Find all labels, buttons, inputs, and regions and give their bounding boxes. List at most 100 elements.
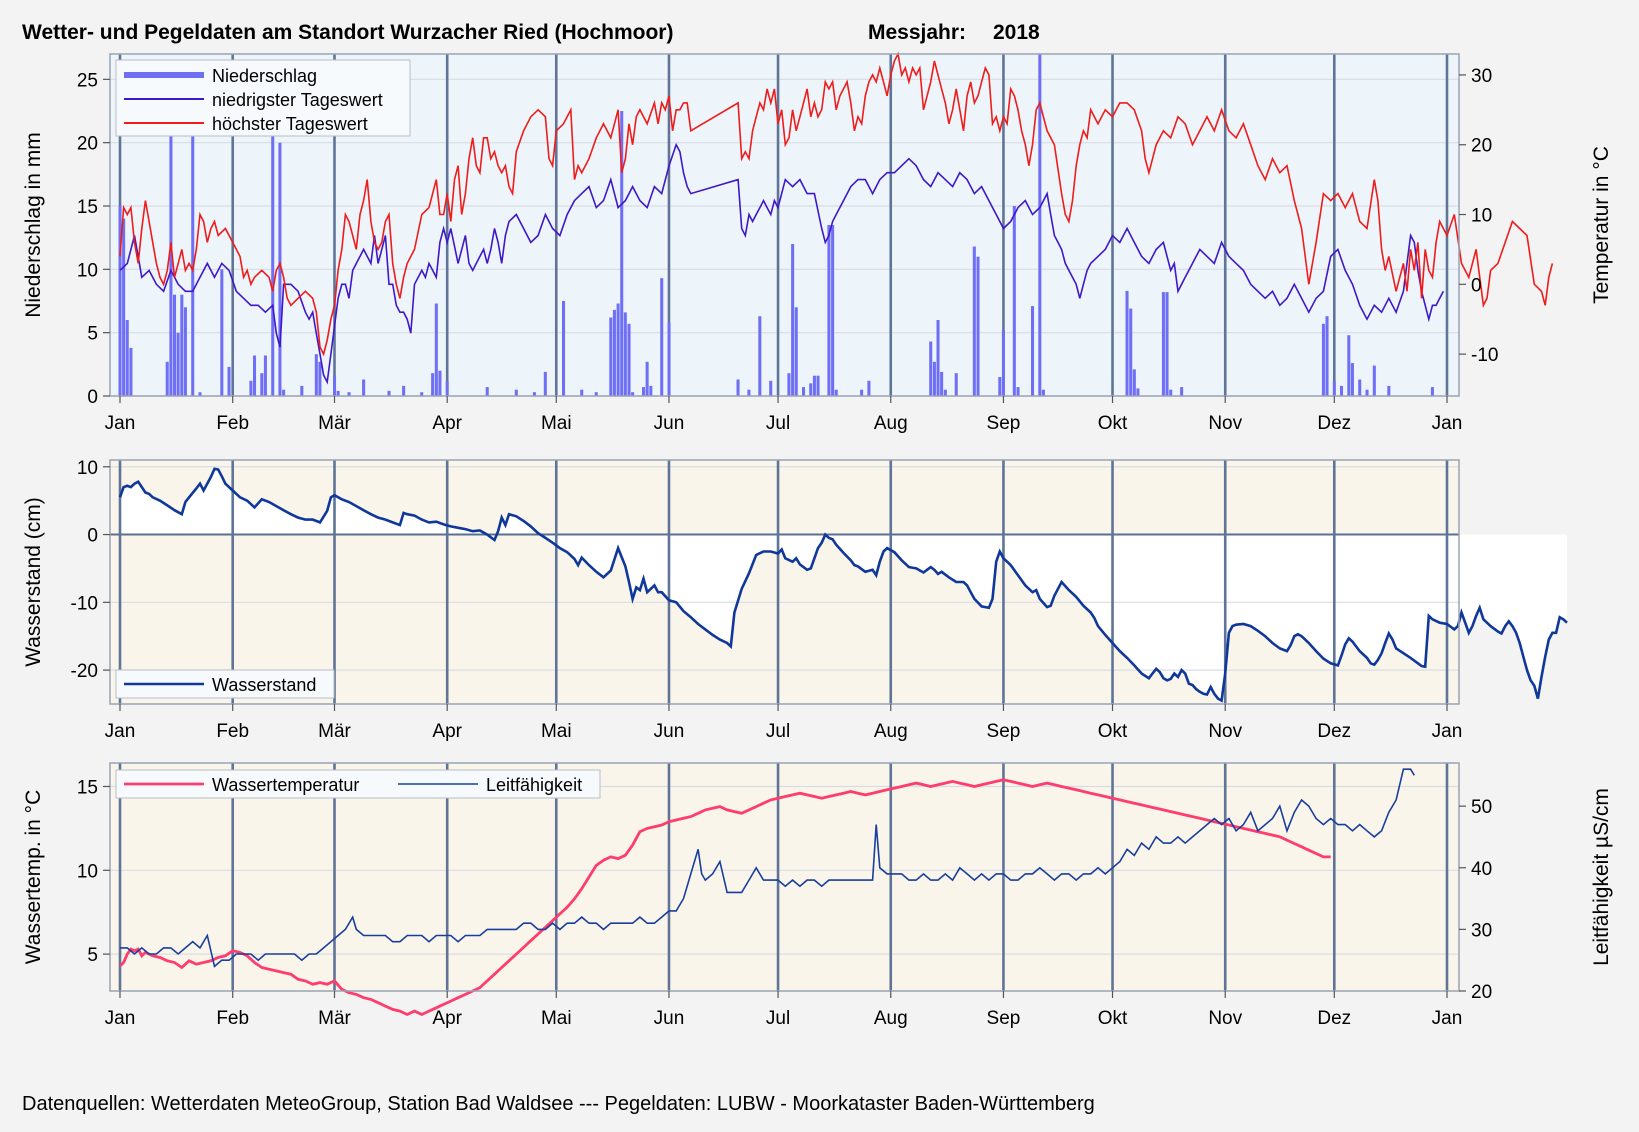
precip-bar (183, 307, 187, 396)
x-tick-label: Feb (216, 413, 249, 434)
precip-bar (176, 332, 180, 396)
water-temp-axis-ticks: 5 10 15 (77, 777, 110, 966)
precip-bar (300, 385, 304, 396)
x-tick-label: Sep (987, 1008, 1021, 1029)
x-tick-label: Mai (541, 721, 572, 742)
precip-bar (1041, 389, 1045, 396)
x-tick-label: Okt (1098, 413, 1128, 434)
x-tick-label: Sep (987, 413, 1021, 434)
y-tick-label: 5 (87, 324, 98, 345)
y-tick-label: 25 (77, 70, 98, 91)
precip-bar (118, 206, 122, 396)
water-legend: Wassertemperatur Leitfähigkeit (115, 769, 601, 799)
precip-bar (787, 373, 791, 396)
precip-bar (972, 246, 976, 396)
precip-bar (387, 390, 391, 396)
x-tick-label: Mär (318, 1008, 351, 1029)
precip-bar (620, 111, 624, 396)
legend-tmax-label: höchster Tageswert (212, 114, 368, 134)
precip-bar (1129, 308, 1133, 396)
x-tick-label: Apr (432, 1008, 462, 1029)
precip-bar (263, 355, 267, 396)
conductivity-axis-ticks: 20 30 40 50 (1459, 797, 1492, 1003)
x-tick-label: Jan (105, 721, 136, 742)
precip-bar (1031, 306, 1035, 396)
precip-bar (1332, 380, 1336, 396)
x-tick-label: Jan (1432, 721, 1463, 742)
x-tick-label: Jan (1432, 1008, 1463, 1029)
precip-bar (249, 380, 253, 396)
y2-tick-label: 40 (1471, 859, 1492, 880)
y-tick-label: 15 (77, 197, 98, 218)
legend-precip-label: Niederschlag (212, 66, 317, 86)
precip-bar (929, 341, 933, 396)
precip-bar (220, 269, 224, 396)
precip-bar (649, 385, 653, 396)
precip-bar (976, 256, 980, 396)
precip-bar (1321, 323, 1325, 396)
precip-bar (831, 225, 835, 396)
x-tick-label: Mär (318, 413, 351, 434)
precip-bar (514, 389, 518, 396)
y-tick-label: 5 (87, 945, 98, 966)
gauge-grid (110, 460, 1459, 704)
x-tick-label: Nov (1208, 721, 1242, 742)
x-tick-label: Aug (874, 413, 908, 434)
precip-bar (420, 392, 424, 396)
y-tick-label: 15 (77, 777, 98, 798)
precip-bar (794, 307, 798, 396)
precip-bar (1358, 379, 1362, 396)
tmax-series-line (119, 51, 1554, 357)
water-level-axis-label: Wasserstand (cm) (22, 497, 45, 667)
precip-bar (434, 303, 438, 396)
precip-bar (1012, 206, 1016, 396)
y-tick-label: 0 (87, 387, 98, 408)
precip-bar (809, 383, 813, 396)
precip-bar (1016, 387, 1020, 396)
precip-bar (253, 355, 257, 396)
y2-tick-label: 0 (1471, 275, 1482, 296)
precip-bar (940, 371, 944, 396)
precip-bar (642, 387, 646, 396)
weather-plot-frame (109, 53, 1460, 397)
precip-bar (1387, 385, 1391, 396)
water-x-axis: Jan Feb Mär Apr Mai Jun Jul Aug Sep Okt Nov Dez Jan (105, 991, 1463, 1029)
precip-bar (562, 301, 566, 396)
x-tick-label: Jun (654, 413, 685, 434)
x-tick-label: Nov (1208, 413, 1242, 434)
precip-bar (198, 392, 202, 396)
precip-bar (1365, 389, 1369, 396)
precip-bar (827, 225, 831, 396)
x-tick-label: Jul (766, 413, 790, 434)
temperature-axis-label: Temperatur in °C (1590, 146, 1613, 304)
precip-bar (173, 294, 177, 396)
precip-bar (580, 389, 584, 396)
y2-tick-label: 20 (1471, 136, 1492, 157)
x-tick-label: Feb (216, 1008, 249, 1029)
precip-bar (631, 392, 635, 396)
x-tick-label: Jun (654, 721, 685, 742)
precip-bar (758, 316, 762, 396)
x-tick-label: Nov (1208, 1008, 1242, 1029)
precip-bar (438, 370, 442, 396)
precip-bar (1340, 385, 1344, 396)
x-tick-label: Jan (105, 1008, 136, 1029)
precip-bar (1132, 369, 1136, 396)
precip-bar (812, 375, 816, 396)
precip-bar (278, 142, 282, 396)
legend-water-temp-label: Wassertemperatur (212, 775, 359, 795)
year-label: Messjahr: (868, 21, 966, 44)
precip-bar (769, 380, 773, 396)
legend-tmin-label: niedrigster Tageswert (212, 90, 383, 110)
precip-bar (860, 389, 864, 396)
legend-conductivity-label: Leitfähigkeit (486, 775, 582, 795)
y-tick-label: -20 (71, 661, 98, 682)
precip-bar (791, 244, 795, 396)
precip-bar (998, 377, 1002, 396)
y2-tick-label: 10 (1471, 206, 1492, 227)
precip-bar (191, 60, 195, 397)
precip-bar (260, 373, 264, 396)
precip-bar (645, 361, 649, 396)
x-tick-label: Jun (654, 1008, 685, 1029)
x-tick-label: Aug (874, 721, 908, 742)
